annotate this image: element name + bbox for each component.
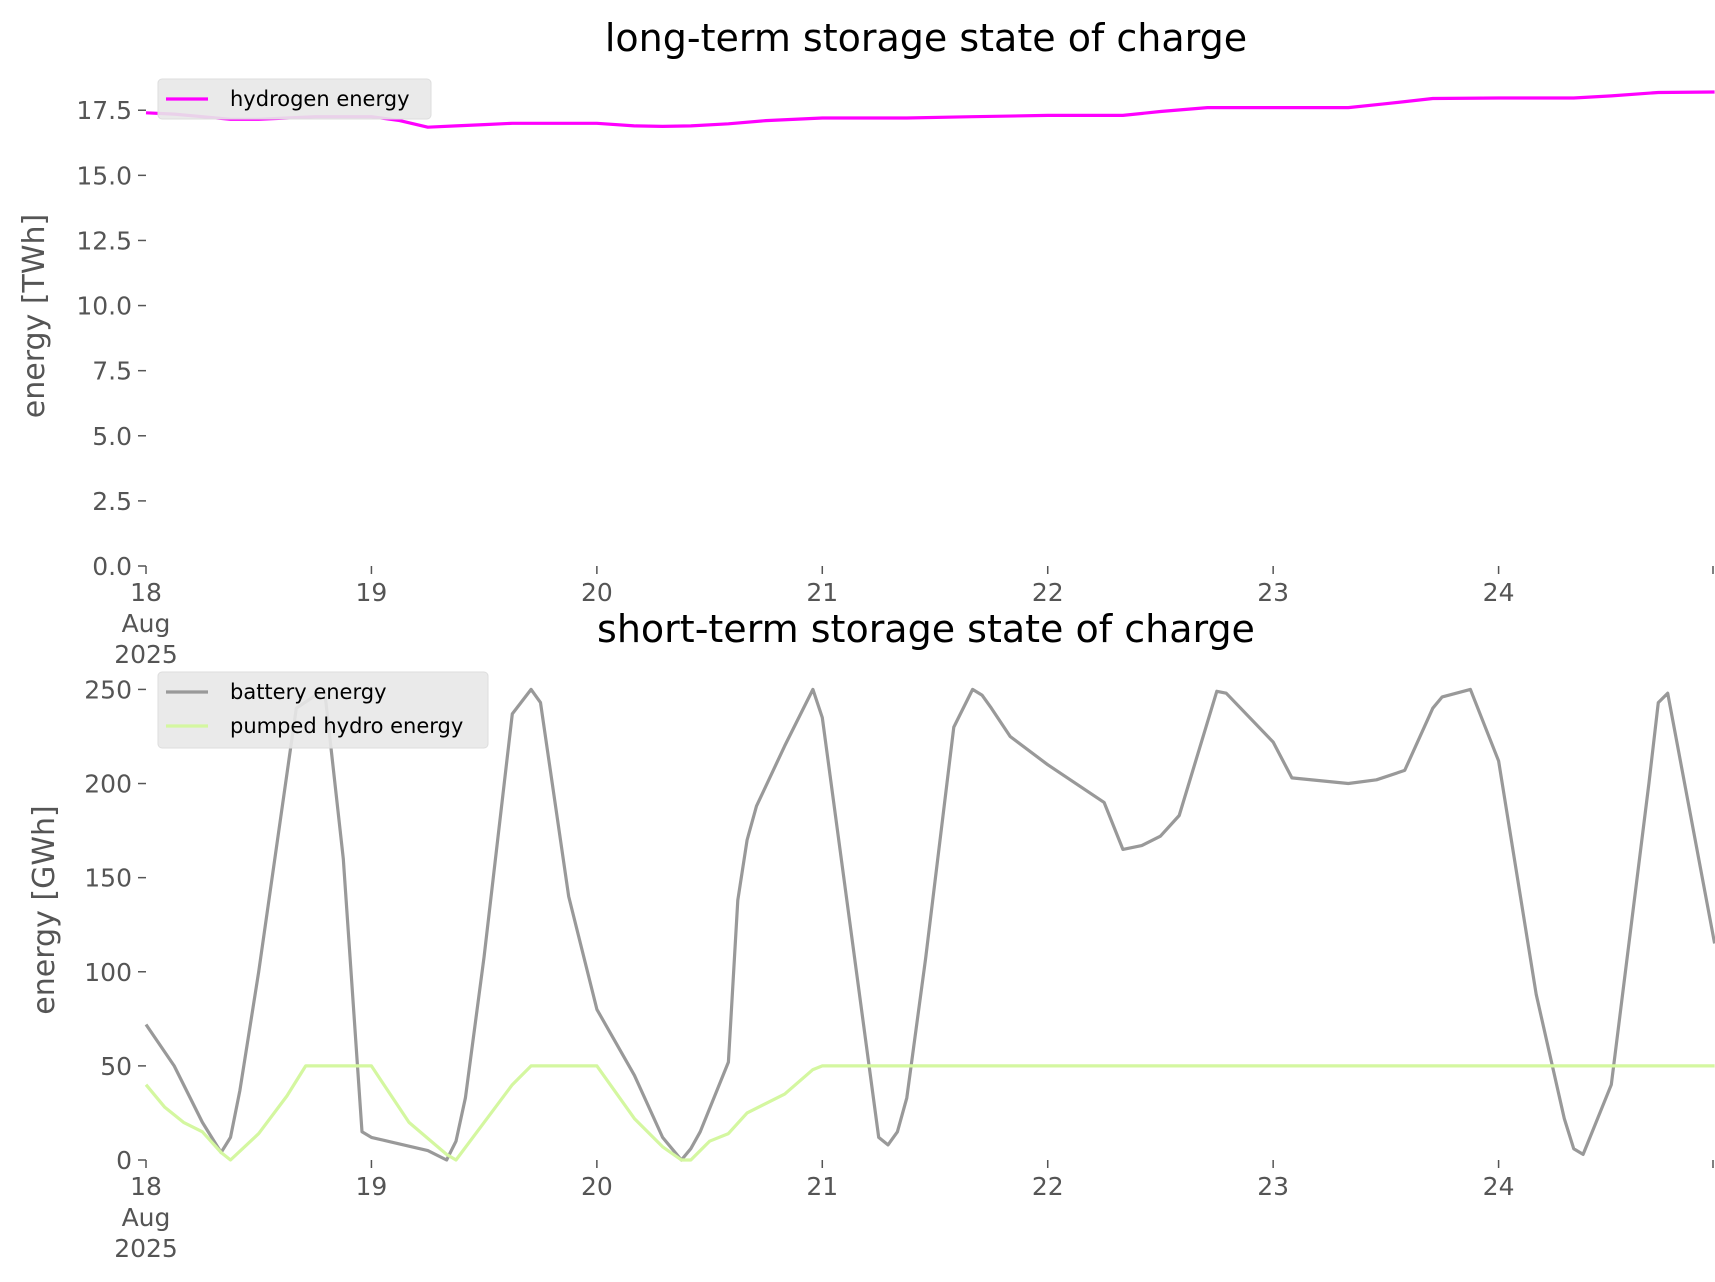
short-term-y-axis-label: energy [GWh] bbox=[27, 805, 62, 1014]
y-tick-label: 50 bbox=[100, 1052, 132, 1081]
x-tick-label: 19 bbox=[356, 578, 388, 607]
series-line-pumped-hydro-energy bbox=[144, 1064, 1715, 1162]
y-tick-label: 10.0 bbox=[76, 292, 132, 321]
x-tick-label: 18 bbox=[130, 1172, 162, 1201]
y-tick-label: 5.0 bbox=[92, 422, 132, 451]
x-tick-label: 24 bbox=[1483, 1172, 1515, 1201]
short-term-chart-title: short-term storage state of charge bbox=[597, 607, 1255, 651]
x-tick-label: 21 bbox=[806, 1172, 838, 1201]
x-tick-label: 19 bbox=[356, 1172, 388, 1201]
x-tick-label: 20 bbox=[581, 1172, 613, 1201]
long-term-legend: hydrogen energy bbox=[157, 78, 432, 120]
y-tick-label: 0 bbox=[116, 1146, 132, 1175]
legend-box bbox=[157, 671, 489, 749]
series-line-battery-energy bbox=[144, 687, 1715, 1162]
y-tick-label: 7.5 bbox=[92, 357, 132, 386]
x-tick-label: 18 bbox=[130, 578, 162, 607]
y-tick-label: 150 bbox=[84, 864, 132, 893]
y-tick-label: 250 bbox=[84, 675, 132, 704]
long-term-y-axis-label: energy [TWh] bbox=[17, 214, 52, 418]
y-tick-label: 0.0 bbox=[92, 552, 132, 581]
short-term-legend: battery energy pumped hydro energy bbox=[157, 671, 489, 749]
legend-entry-label: hydrogen energy bbox=[230, 87, 410, 111]
x-tick-label: 2025 bbox=[114, 1234, 178, 1263]
y-tick-label: 17.5 bbox=[76, 96, 132, 125]
x-tick-label: 20 bbox=[581, 578, 613, 607]
x-tick-label: 2025 bbox=[114, 640, 178, 669]
x-tick-label: 23 bbox=[1257, 1172, 1289, 1201]
y-tick-label: 12.5 bbox=[76, 226, 132, 255]
long-term-storage-panel: long-term storage state of charge energy… bbox=[17, 16, 1715, 669]
short-term-series-lines bbox=[144, 687, 1715, 1162]
y-tick-label: 15.0 bbox=[76, 161, 132, 190]
legend-entry-label: pumped hydro energy bbox=[230, 714, 463, 738]
y-tick-label: 200 bbox=[84, 770, 132, 799]
long-term-chart-title: long-term storage state of charge bbox=[605, 16, 1247, 60]
x-tick-label: Aug bbox=[122, 609, 171, 638]
y-tick-label: 100 bbox=[84, 958, 132, 987]
legend-entry-label: battery energy bbox=[230, 680, 387, 704]
x-tick-label: 23 bbox=[1257, 578, 1289, 607]
y-tick-label: 2.5 bbox=[92, 487, 132, 516]
x-tick-label: 22 bbox=[1032, 1172, 1064, 1201]
x-tick-label: 21 bbox=[806, 578, 838, 607]
x-tick-label: Aug bbox=[122, 1203, 171, 1232]
x-tick-label: 22 bbox=[1032, 578, 1064, 607]
legend-box bbox=[157, 78, 432, 120]
x-tick-label: 24 bbox=[1483, 578, 1515, 607]
short-term-storage-panel: short-term storage state of charge energ… bbox=[27, 607, 1715, 1263]
